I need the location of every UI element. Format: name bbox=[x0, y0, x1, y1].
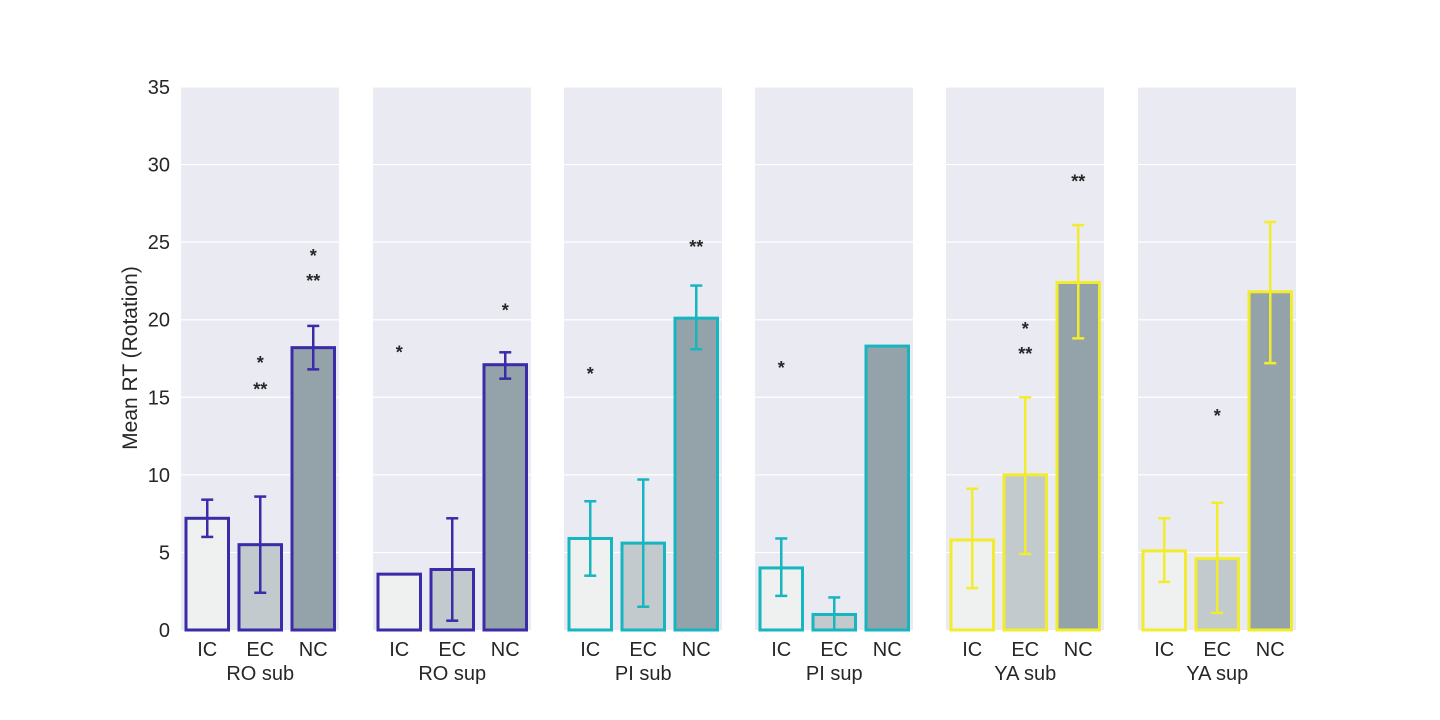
y-tick-label: 0 bbox=[159, 620, 170, 642]
x-tick-label: EC bbox=[820, 639, 848, 661]
bar bbox=[1055, 280, 1101, 632]
x-tick-label: IC bbox=[197, 639, 217, 661]
significance-marker: * bbox=[587, 364, 594, 384]
significance-marker: * bbox=[1022, 319, 1029, 339]
x-tick-label: IC bbox=[1154, 639, 1174, 661]
y-tick-label: 35 bbox=[148, 77, 170, 99]
x-tick-label: IC bbox=[389, 639, 409, 661]
x-tick-label: IC bbox=[771, 639, 791, 661]
y-axis-label: Mean RT (Rotation) bbox=[119, 266, 142, 450]
panel-label: YA sup bbox=[1186, 663, 1248, 685]
significance-marker: ** bbox=[306, 271, 320, 291]
y-tick-label: 5 bbox=[159, 542, 170, 564]
significance-marker: ** bbox=[1071, 172, 1085, 192]
x-tick-label: IC bbox=[580, 639, 600, 661]
x-tick-label: EC bbox=[1203, 639, 1231, 661]
panel-label: RO sub bbox=[226, 663, 294, 685]
significance-marker: * bbox=[257, 353, 264, 373]
significance-marker: * bbox=[310, 246, 317, 266]
y-tick-label: 25 bbox=[148, 232, 170, 254]
significance-marker: ** bbox=[253, 380, 267, 400]
x-tick-label: IC bbox=[962, 639, 982, 661]
panel-label: YA sub bbox=[994, 663, 1056, 685]
significance-marker: * bbox=[502, 300, 509, 320]
chart-panel: IC EC NC * * RO sup bbox=[373, 86, 531, 685]
chart-panel: IC EC NC***PI sub bbox=[564, 86, 722, 685]
x-tick-label: NC bbox=[1256, 639, 1285, 661]
significance-marker: * bbox=[1214, 406, 1221, 426]
x-tick-label: NC bbox=[299, 639, 328, 661]
y-tick-label: 30 bbox=[148, 155, 170, 177]
x-tick-label: NC bbox=[491, 639, 520, 661]
x-tick-label: EC bbox=[1011, 639, 1039, 661]
panel-label: PI sup bbox=[806, 663, 863, 685]
bar bbox=[673, 316, 719, 632]
chart-panel: IC EC NC * YA sup bbox=[1138, 86, 1296, 685]
y-tick-label: 10 bbox=[148, 465, 170, 487]
bar bbox=[290, 346, 336, 632]
significance-marker: ** bbox=[1018, 344, 1032, 364]
x-tick-label: EC bbox=[629, 639, 657, 661]
y-axis: 0 5 10 15 20 25 30 35 bbox=[148, 77, 170, 642]
panel-label: RO sup bbox=[418, 663, 486, 685]
bar bbox=[864, 344, 910, 632]
x-tick-label: NC bbox=[1064, 639, 1093, 661]
significance-marker: * bbox=[778, 358, 785, 378]
y-tick-label: 20 bbox=[148, 310, 170, 332]
significance-marker: * bbox=[396, 342, 403, 362]
x-tick-label: EC bbox=[246, 639, 274, 661]
bar bbox=[376, 572, 422, 632]
x-tick-label: NC bbox=[873, 639, 902, 661]
panel-label: PI sub bbox=[615, 663, 672, 685]
x-tick-label: NC bbox=[682, 639, 711, 661]
chart-panel: IC EC NC******RO sub bbox=[181, 86, 339, 685]
chart-panel: IC EC NC*****YA sub bbox=[946, 86, 1104, 685]
x-tick-label: EC bbox=[438, 639, 466, 661]
significance-marker: ** bbox=[689, 237, 703, 257]
chart-panel: IC EC NC * PI sup bbox=[755, 86, 913, 685]
bar bbox=[482, 363, 528, 632]
y-tick-label: 15 bbox=[148, 387, 170, 409]
